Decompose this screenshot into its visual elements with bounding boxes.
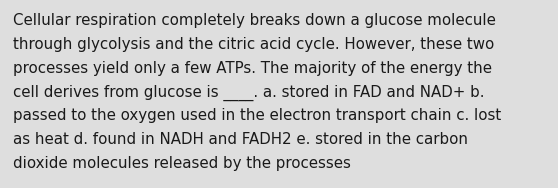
Text: passed to the oxygen used in the electron transport chain c. lost: passed to the oxygen used in the electro… [13,108,501,123]
Text: through glycolysis and the citric acid cycle. However, these two: through glycolysis and the citric acid c… [13,37,494,52]
Text: as heat d. found in NADH and FADH2 e. stored in the carbon: as heat d. found in NADH and FADH2 e. st… [13,132,468,147]
Text: processes yield only a few ATPs. The majority of the energy the: processes yield only a few ATPs. The maj… [13,61,492,76]
Text: Cellular respiration completely breaks down a glucose molecule: Cellular respiration completely breaks d… [13,13,496,28]
Text: dioxide molecules released by the processes: dioxide molecules released by the proces… [13,156,351,171]
Text: cell derives from glucose is ____. a. stored in FAD and NAD+ b.: cell derives from glucose is ____. a. st… [13,84,484,101]
